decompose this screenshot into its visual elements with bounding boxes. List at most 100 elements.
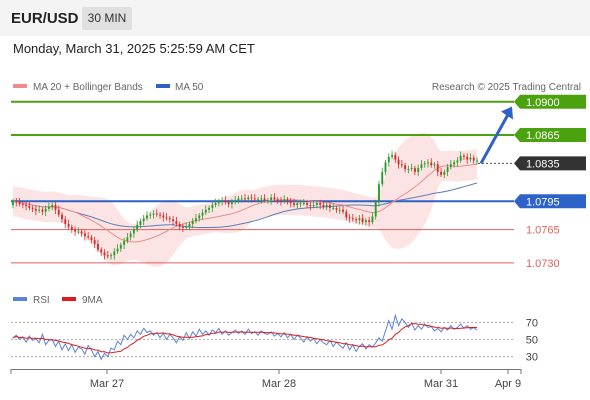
candle <box>299 199 302 208</box>
candle <box>279 197 282 206</box>
instrument-name: EUR/USD <box>11 10 79 27</box>
ma20-legend-swatch <box>13 84 27 88</box>
candle <box>12 198 14 209</box>
candle <box>430 158 433 168</box>
candle <box>87 232 90 240</box>
candle-body <box>25 205 28 207</box>
candle-body <box>397 159 400 165</box>
candle-body <box>47 206 50 209</box>
candle <box>113 248 116 260</box>
candle <box>247 195 250 203</box>
candle <box>51 202 54 211</box>
candle <box>217 198 220 207</box>
candle <box>175 216 178 227</box>
candle-body <box>83 233 86 237</box>
candle <box>149 212 152 219</box>
candle <box>126 233 129 244</box>
candle-body <box>433 164 436 166</box>
candle <box>358 215 361 225</box>
candle <box>440 167 443 178</box>
candle-body <box>201 212 204 216</box>
candle <box>289 197 292 208</box>
candle <box>139 218 142 229</box>
candle-body <box>136 224 139 230</box>
candle-body <box>417 168 420 172</box>
ma50-legend-label: MA 50 <box>175 82 204 93</box>
candle-body <box>204 209 207 213</box>
candle <box>106 251 109 259</box>
candle <box>332 203 335 211</box>
candle-body <box>119 244 122 249</box>
candle <box>283 195 286 204</box>
candle <box>309 201 312 211</box>
candle <box>116 244 119 254</box>
candle-body <box>100 249 103 253</box>
candle-body <box>129 233 132 238</box>
candle <box>436 161 439 177</box>
candle-body <box>329 205 331 208</box>
candle-body <box>345 211 348 218</box>
candle-body <box>299 203 302 205</box>
candle <box>453 160 456 168</box>
candle-body <box>462 155 465 157</box>
rsi-legend-label: RSI <box>33 295 50 306</box>
candle-body <box>279 200 282 202</box>
candle <box>273 193 276 202</box>
candle <box>462 153 465 161</box>
candle-body <box>420 164 423 169</box>
candle <box>472 155 475 164</box>
candle-body <box>427 162 429 164</box>
candle-body <box>178 224 181 227</box>
candle <box>368 216 371 227</box>
timestamp: Monday, March 31, 2025 5:25:59 AM CET <box>13 41 255 56</box>
candle-body <box>446 167 449 172</box>
candle <box>142 215 145 226</box>
candle <box>348 214 351 223</box>
candle-body <box>266 200 269 202</box>
forecast-arrow-shaft <box>479 113 510 165</box>
candle <box>315 200 318 209</box>
candle <box>361 214 364 225</box>
candle-body <box>80 231 83 234</box>
candle-body <box>162 215 165 218</box>
candle <box>449 160 452 170</box>
candle <box>469 153 472 162</box>
candle <box>136 220 139 233</box>
candle-body <box>391 154 393 157</box>
candle <box>41 207 44 215</box>
candle-body <box>342 209 344 212</box>
candle-body <box>348 217 351 219</box>
candle <box>446 163 449 177</box>
candle-body <box>106 255 109 257</box>
candle-body <box>67 224 70 227</box>
candle <box>119 242 122 252</box>
candle <box>74 226 77 236</box>
candle-body <box>198 215 201 219</box>
candle-body <box>466 156 469 160</box>
candle-body <box>74 229 77 232</box>
candle <box>214 198 217 208</box>
candle <box>400 160 403 168</box>
candle <box>276 197 279 204</box>
candle-body <box>57 209 60 215</box>
candle-body <box>165 217 168 219</box>
candle-body <box>325 205 328 207</box>
candle <box>384 160 387 176</box>
ma20-legend-label: MA 20 + Bollinger Bands <box>33 82 143 93</box>
candle-body <box>361 218 364 223</box>
candle-body <box>436 164 439 172</box>
legend: MA 20 + Bollinger Bands MA 50 Research ©… <box>13 82 581 93</box>
candle-body <box>113 251 116 256</box>
candle-body <box>364 220 367 223</box>
current-label-2: 1.0835 <box>526 158 560 170</box>
pivot-label-box-3 <box>514 194 586 209</box>
candle <box>201 209 204 220</box>
candle <box>129 231 132 241</box>
candle <box>38 205 41 214</box>
candle <box>342 205 344 215</box>
candle <box>335 205 338 214</box>
timeframe-button[interactable]: 30 MIN <box>82 7 132 30</box>
candle <box>476 157 478 165</box>
